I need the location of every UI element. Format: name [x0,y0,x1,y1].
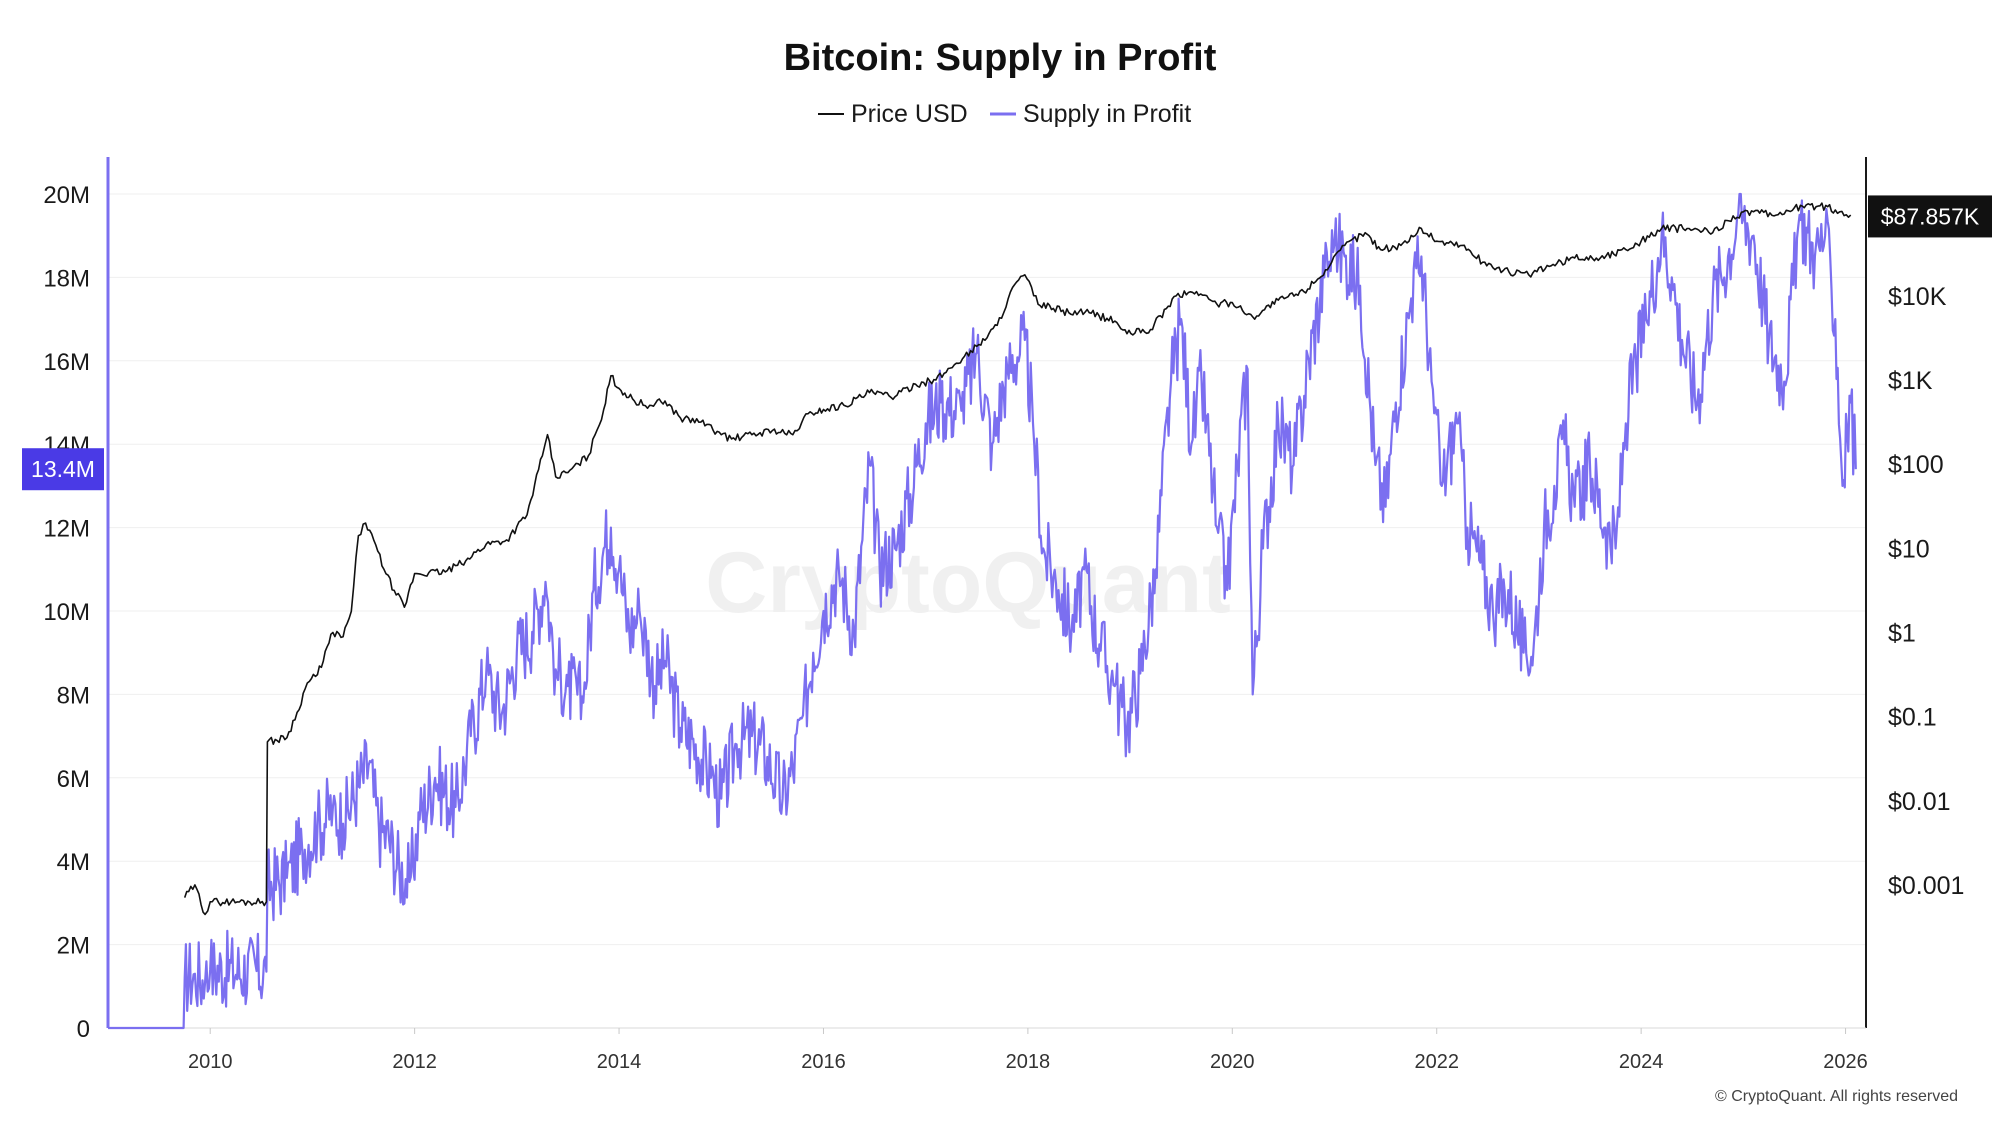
left-tick-label: 0 [77,1016,90,1043]
right-tick-label: $100 [1888,451,1944,479]
right-tick-label: $10K [1888,283,1947,311]
right-tick-label: $0.1 [1888,704,1937,732]
left-tick-label: 4M [57,849,90,876]
right-tick-label: $0.001 [1888,872,1964,900]
x-tick-label: 2026 [1823,1051,1868,1073]
current-price-badge-bg [1868,195,1992,238]
right-tick-label: $1K [1888,367,1933,395]
left-tick-label: 8M [57,682,90,709]
current-supply-badge-bg [22,448,104,491]
copyright-footer: © CryptoQuant. All rights reserved [1715,1088,1958,1105]
current-supply-badge-label: 13.4M [31,456,95,482]
right-axis-ticks: $0.001 $0.01 $0.1 $1 $10 $100 $1K $10K [1888,283,1964,900]
x-tick-label: 2024 [1619,1051,1664,1073]
x-tick-label: 2016 [801,1051,846,1073]
x-tick-label: 2020 [1210,1051,1255,1073]
left-tick-label: 12M [43,516,90,543]
left-tick-label: 10M [43,599,90,626]
current-price-badge-label: $87.857K [1881,203,1980,229]
right-tick-label: $0.01 [1888,788,1951,816]
legend-label-price: Price USD [851,100,968,128]
x-tick-label: 2012 [392,1051,437,1073]
right-tick-label: $1 [1888,619,1916,647]
gridlines [108,193,1866,946]
current-price-badge: $87.857K [1868,195,1992,238]
x-tick-label: 2022 [1414,1051,1459,1073]
watermark: CryptoQuant [705,535,1231,631]
left-tick-label: 6M [57,766,90,793]
current-supply-badge: 13.4M [22,448,104,491]
x-tick-label: 2014 [597,1051,642,1073]
left-tick-label: 20M [43,182,90,209]
x-tick-label: 2018 [1006,1051,1051,1073]
chart-title: Bitcoin: Supply in Profit [784,37,1217,79]
legend-label-supply: Supply in Profit [1023,100,1191,128]
series-line-price-usd [183,202,1852,916]
x-axis-ticks: 2010 2012 2014 2016 2018 2020 2022 2024 2026 [188,1028,1868,1073]
series-line-supply-in-profit [108,192,1857,1030]
legend: Price USD Supply in Profit [818,100,1191,128]
left-tick-label: 18M [43,265,90,292]
left-tick-label: 16M [43,349,90,376]
right-tick-label: $10 [1888,535,1930,563]
x-tick-label: 2010 [188,1051,233,1073]
left-tick-label: 2M [57,933,90,960]
